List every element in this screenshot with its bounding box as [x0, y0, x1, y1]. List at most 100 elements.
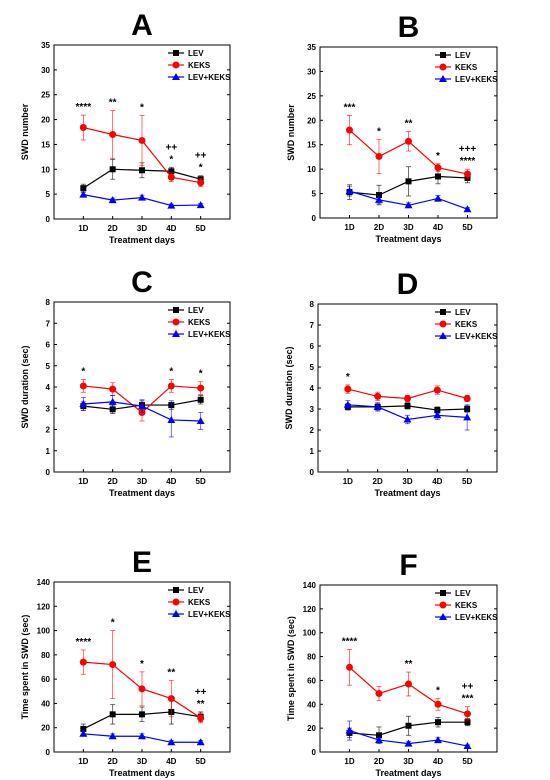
x-tick-label: 2D: [108, 757, 118, 766]
data-point: [197, 179, 205, 187]
data-point: [433, 386, 441, 394]
y-axis-label: SWD duration (sec): [20, 345, 30, 428]
legend-label: LEV+KEKS: [188, 73, 231, 82]
y-tick-label: 5: [46, 362, 51, 371]
data-point: [463, 395, 471, 402]
data-point: [79, 729, 88, 737]
y-tick-label: 100: [303, 629, 317, 638]
x-tick-label: 4D: [166, 757, 176, 766]
chart-panel-f: F 0 20 40 60 80 100 120 140 1D 2D 3D 4D 5D Treatment d…: [286, 549, 498, 778]
data-point: [343, 400, 352, 408]
data-point: [80, 725, 87, 732]
y-tick-label: 60: [307, 676, 316, 685]
significance-label: **: [197, 699, 205, 710]
legend-marker: [439, 332, 447, 339]
data-point: [344, 385, 352, 393]
data-point: [373, 402, 382, 410]
chart-panel-b: B 0 5 10 15 20 25 30 35 1D 2D 3D 4D 5D Treatment days S…: [286, 11, 498, 244]
significance-label: ***: [462, 694, 474, 705]
x-tick-label: 3D: [137, 224, 147, 233]
significance-label: *: [436, 685, 440, 696]
chart-panel-c: C 0 1 2 3 4 5 6 7 8 1D 2D 3D 4D 5D Treatment days SWD du…: [20, 266, 231, 498]
data-point: [167, 173, 175, 181]
x-tick-label: 5D: [462, 477, 472, 486]
data-point: [79, 124, 87, 132]
x-tick-label: 2D: [374, 223, 384, 232]
x-tick-label: 4D: [433, 223, 443, 232]
data-point: [109, 661, 117, 669]
significance-label: *: [199, 369, 203, 380]
x-tick-label: 1D: [344, 223, 354, 232]
data-point: [79, 382, 87, 390]
data-point: [196, 417, 205, 424]
y-tick-label: 60: [41, 675, 50, 684]
y-tick-label: 0: [310, 468, 315, 477]
data-point: [375, 736, 383, 744]
data-point: [109, 385, 117, 393]
data-point: [108, 397, 117, 405]
data-point: [464, 719, 471, 726]
data-point: [464, 710, 471, 718]
x-tick-label: 3D: [403, 757, 413, 766]
y-tick-label: 0: [46, 215, 51, 224]
data-point: [168, 168, 175, 175]
y-tick-label: 15: [307, 141, 316, 150]
y-tick-label: 100: [37, 627, 51, 636]
x-tick-label: 1D: [344, 757, 354, 766]
data-point: [109, 406, 116, 413]
data-point: [463, 742, 472, 750]
data-point: [345, 726, 354, 734]
y-tick-label: 7: [310, 321, 315, 330]
data-point: [79, 400, 88, 407]
legend-label: LEV+KEKS: [455, 75, 498, 84]
legend-marker: [439, 75, 447, 82]
x-tick-label: 5D: [196, 477, 206, 486]
legend-marker: [172, 598, 180, 606]
y-tick-label: 25: [41, 91, 50, 100]
data-point: [405, 137, 412, 145]
data-point: [109, 711, 116, 718]
significance-label: ++: [462, 682, 474, 693]
legend-label: LEV: [188, 306, 204, 315]
x-tick-label: 4D: [432, 477, 442, 486]
legend-marker: [172, 318, 180, 326]
significance-label: *: [111, 618, 115, 629]
significance-label: *: [81, 367, 85, 378]
x-tick-label: 4D: [166, 477, 176, 486]
y-tick-label: 1: [310, 447, 315, 456]
chart-panel-d: D 0 1 2 3 4 5 6 7 8 1D 2D 3D 4D 5D Treatment days SWD du…: [284, 268, 498, 498]
y-tick-label: 80: [307, 653, 316, 662]
x-tick-label: 5D: [462, 757, 472, 766]
panel-letter: D: [397, 268, 419, 301]
x-tick-label: 5D: [196, 224, 206, 233]
legend-marker: [440, 590, 446, 596]
x-tick-label: 3D: [402, 477, 412, 486]
y-tick-label: 2: [310, 426, 315, 435]
x-tick-label: 1D: [78, 757, 88, 766]
data-point: [79, 658, 87, 666]
legend-label: LEV: [455, 51, 471, 60]
y-tick-label: 5: [46, 190, 51, 199]
x-axis-label: Treatment days: [109, 488, 175, 498]
x-tick-label: 2D: [374, 757, 384, 766]
chart-panel-a: A 0 5 10 15 20 25 30 35 1D 2D 3D 4D 5D Treatment days S…: [20, 9, 231, 245]
data-point: [167, 695, 175, 703]
legend-label: KEKS: [455, 601, 478, 610]
y-tick-label: 0: [312, 214, 317, 223]
legend-label: LEV+KEKS: [188, 330, 231, 339]
legend-marker: [439, 320, 447, 328]
data-point: [346, 663, 353, 671]
data-point: [197, 714, 205, 722]
x-axis-label: Treatment days: [109, 768, 175, 778]
y-tick-label: 5: [312, 190, 317, 199]
y-tick-label: 10: [307, 165, 316, 174]
data-point: [434, 736, 442, 744]
data-point: [138, 402, 146, 410]
x-axis-label: Treatment days: [375, 234, 441, 244]
data-point: [404, 739, 413, 747]
legend-label: KEKS: [188, 598, 211, 607]
data-point: [109, 130, 117, 138]
x-tick-label: 4D: [166, 224, 176, 233]
x-tick-label: 1D: [78, 224, 88, 233]
y-tick-label: 4: [46, 383, 51, 392]
